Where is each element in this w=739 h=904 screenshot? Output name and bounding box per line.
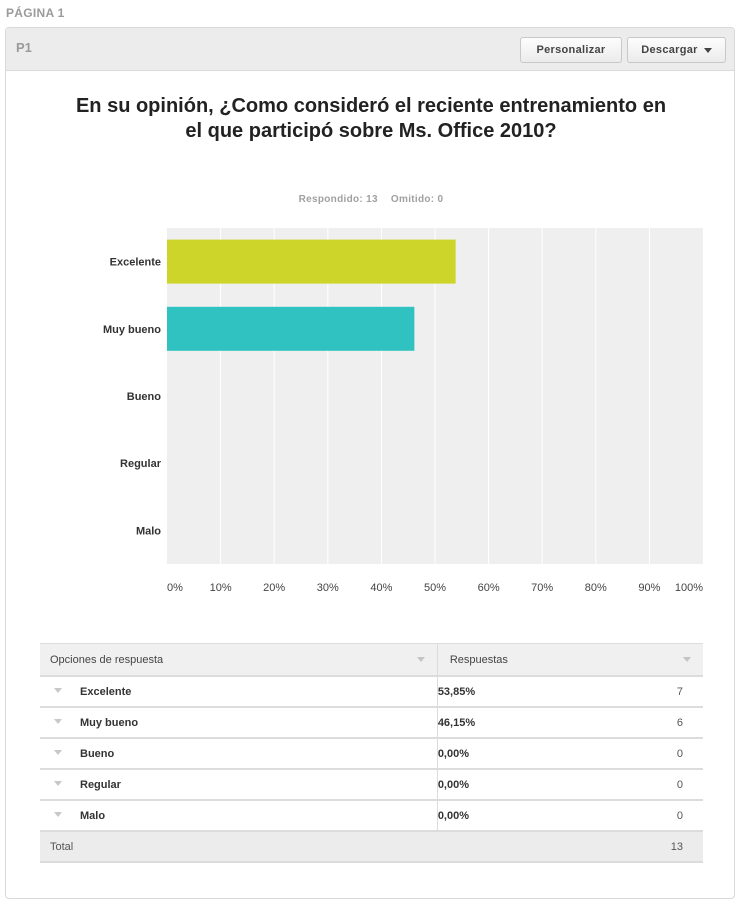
table-row: Malo 0,00% 0	[40, 800, 703, 832]
table-total-row: Total 13	[40, 831, 703, 863]
y-category-label: Regular	[120, 458, 162, 470]
x-tick-label: 90%	[638, 582, 660, 594]
table-row: Muy bueno 46,15% 6	[40, 707, 703, 739]
card-header: P1 Personalizar Descargar	[6, 28, 734, 71]
header-responses-label: Respuestas	[449, 653, 508, 666]
header-options-label: Opciones de respuesta	[50, 653, 164, 666]
answered-count: Respondido: 13	[298, 194, 378, 205]
bar-muy-bueno	[167, 306, 415, 351]
sort-icon[interactable]	[416, 657, 425, 662]
option-count: 7	[629, 676, 703, 708]
download-button[interactable]: Descargar	[627, 37, 726, 63]
expand-icon[interactable]	[54, 781, 62, 787]
header-options[interactable]: Opciones de respuesta	[40, 643, 438, 677]
option-percent: 0,00%	[437, 800, 630, 832]
option-label: Bueno	[80, 747, 115, 760]
customize-button[interactable]: Personalizar	[520, 37, 622, 63]
sort-icon[interactable]	[683, 657, 691, 662]
total-value: 13	[629, 831, 703, 863]
option-count: 0	[629, 738, 703, 770]
x-tick-label: 10%	[210, 582, 232, 594]
expand-icon[interactable]	[54, 688, 62, 694]
download-label: Descargar	[641, 44, 698, 56]
option-count: 0	[629, 800, 703, 832]
option-label: Muy bueno	[80, 716, 139, 729]
option-percent: 0,00%	[437, 769, 630, 801]
option-percent: 0,00%	[437, 738, 630, 770]
expand-icon[interactable]	[54, 750, 62, 756]
y-category-label: Malo	[136, 525, 161, 537]
y-category-label: Muy bueno	[103, 324, 161, 336]
bar-excelente	[167, 239, 456, 284]
page-label: PÁGINA 1	[6, 6, 65, 20]
question-title: En su opinión, ¿Como consideró el recien…	[75, 95, 667, 142]
skipped-count: Omitido: 0	[390, 194, 444, 205]
chevron-down-icon	[703, 47, 712, 53]
table-header-row: Opciones de respuesta Respuestas	[40, 643, 703, 677]
total-label: Total	[40, 831, 438, 863]
y-category-label: Bueno	[127, 391, 162, 403]
x-tick-label: 50%	[424, 582, 446, 594]
x-tick-label: 0%	[167, 582, 183, 594]
response-stats: Respondido: 13 Omitido: 0	[6, 194, 734, 205]
bar-chart: 0% 10% 20% 30% 40% 50% 60% 70% 80% 90% 100% Excelen…	[103, 228, 703, 594]
customize-label: Personalizar	[536, 44, 606, 56]
x-tick-label: 20%	[263, 582, 285, 594]
question-card: P1 Personalizar Descargar En su opinión,…	[5, 27, 735, 899]
y-category-label: Excelente	[110, 257, 161, 269]
option-count: 6	[629, 707, 703, 739]
option-percent: 53,85%	[437, 676, 630, 708]
table-row: Bueno 0,00% 0	[40, 738, 703, 770]
table-row: Regular 0,00% 0	[40, 769, 703, 801]
x-tick-label: 80%	[585, 582, 607, 594]
header-responses[interactable]: Respuestas	[437, 643, 703, 677]
x-tick-label: 100%	[675, 582, 703, 594]
results-table: Opciones de respuesta Respuestas Excelen…	[40, 643, 703, 863]
question-id: P1	[16, 40, 32, 55]
option-label: Malo	[80, 809, 106, 822]
x-tick-label: 70%	[531, 582, 553, 594]
x-tick-label: 60%	[478, 582, 500, 594]
option-label: Excelente	[80, 685, 132, 698]
expand-icon[interactable]	[54, 719, 62, 725]
x-tick-label: 30%	[317, 582, 339, 594]
option-percent: 46,15%	[437, 707, 630, 739]
expand-icon[interactable]	[54, 812, 62, 818]
table-row: Excelente 53,85% 7	[40, 676, 703, 708]
option-count: 0	[629, 769, 703, 801]
option-label: Regular	[80, 778, 121, 791]
x-tick-label: 40%	[370, 582, 392, 594]
